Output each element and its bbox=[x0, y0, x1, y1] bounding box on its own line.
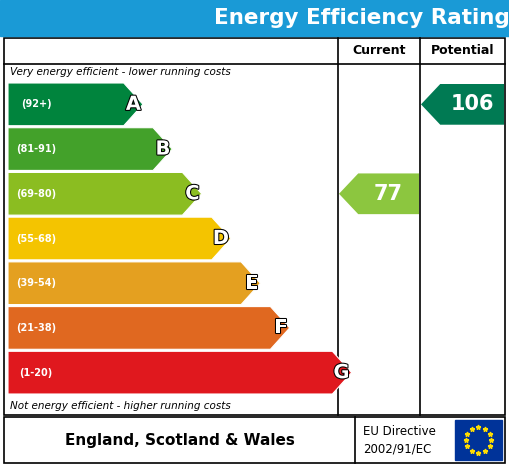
Text: England, Scotland & Wales: England, Scotland & Wales bbox=[65, 432, 294, 447]
Text: Current: Current bbox=[352, 44, 406, 57]
Text: (39-54): (39-54) bbox=[16, 278, 56, 288]
Text: A: A bbox=[126, 95, 141, 114]
Text: 106: 106 bbox=[450, 94, 494, 114]
Text: 77: 77 bbox=[374, 184, 403, 204]
Polygon shape bbox=[8, 306, 290, 349]
Text: Potential: Potential bbox=[431, 44, 494, 57]
Text: E: E bbox=[245, 274, 258, 293]
Text: G: G bbox=[333, 363, 350, 382]
Polygon shape bbox=[8, 262, 260, 304]
Polygon shape bbox=[8, 172, 202, 215]
Polygon shape bbox=[8, 127, 172, 170]
Text: (81-91): (81-91) bbox=[16, 144, 56, 154]
Text: Not energy efficient - higher running costs: Not energy efficient - higher running co… bbox=[10, 401, 231, 411]
Bar bbox=[0, 0, 509, 36]
Text: (55-68): (55-68) bbox=[16, 234, 56, 243]
Text: D: D bbox=[213, 229, 229, 248]
Bar bbox=[455, 420, 502, 460]
Text: EU Directive
2002/91/EC: EU Directive 2002/91/EC bbox=[363, 425, 436, 455]
Text: (69-80): (69-80) bbox=[16, 189, 56, 199]
Text: Energy Efficiency Rating: Energy Efficiency Rating bbox=[214, 8, 509, 28]
Polygon shape bbox=[8, 217, 231, 260]
Bar bbox=[4, 38, 505, 415]
Text: (21-38): (21-38) bbox=[16, 323, 56, 333]
Bar bbox=[4, 417, 505, 463]
Text: (1-20): (1-20) bbox=[19, 368, 52, 378]
Text: C: C bbox=[185, 184, 200, 203]
Polygon shape bbox=[8, 83, 143, 126]
Text: B: B bbox=[156, 140, 171, 159]
Text: F: F bbox=[274, 318, 288, 338]
Polygon shape bbox=[421, 84, 504, 125]
Text: Very energy efficient - lower running costs: Very energy efficient - lower running co… bbox=[10, 67, 231, 77]
Polygon shape bbox=[339, 173, 419, 214]
Polygon shape bbox=[8, 351, 352, 394]
Text: (92+): (92+) bbox=[21, 99, 51, 109]
